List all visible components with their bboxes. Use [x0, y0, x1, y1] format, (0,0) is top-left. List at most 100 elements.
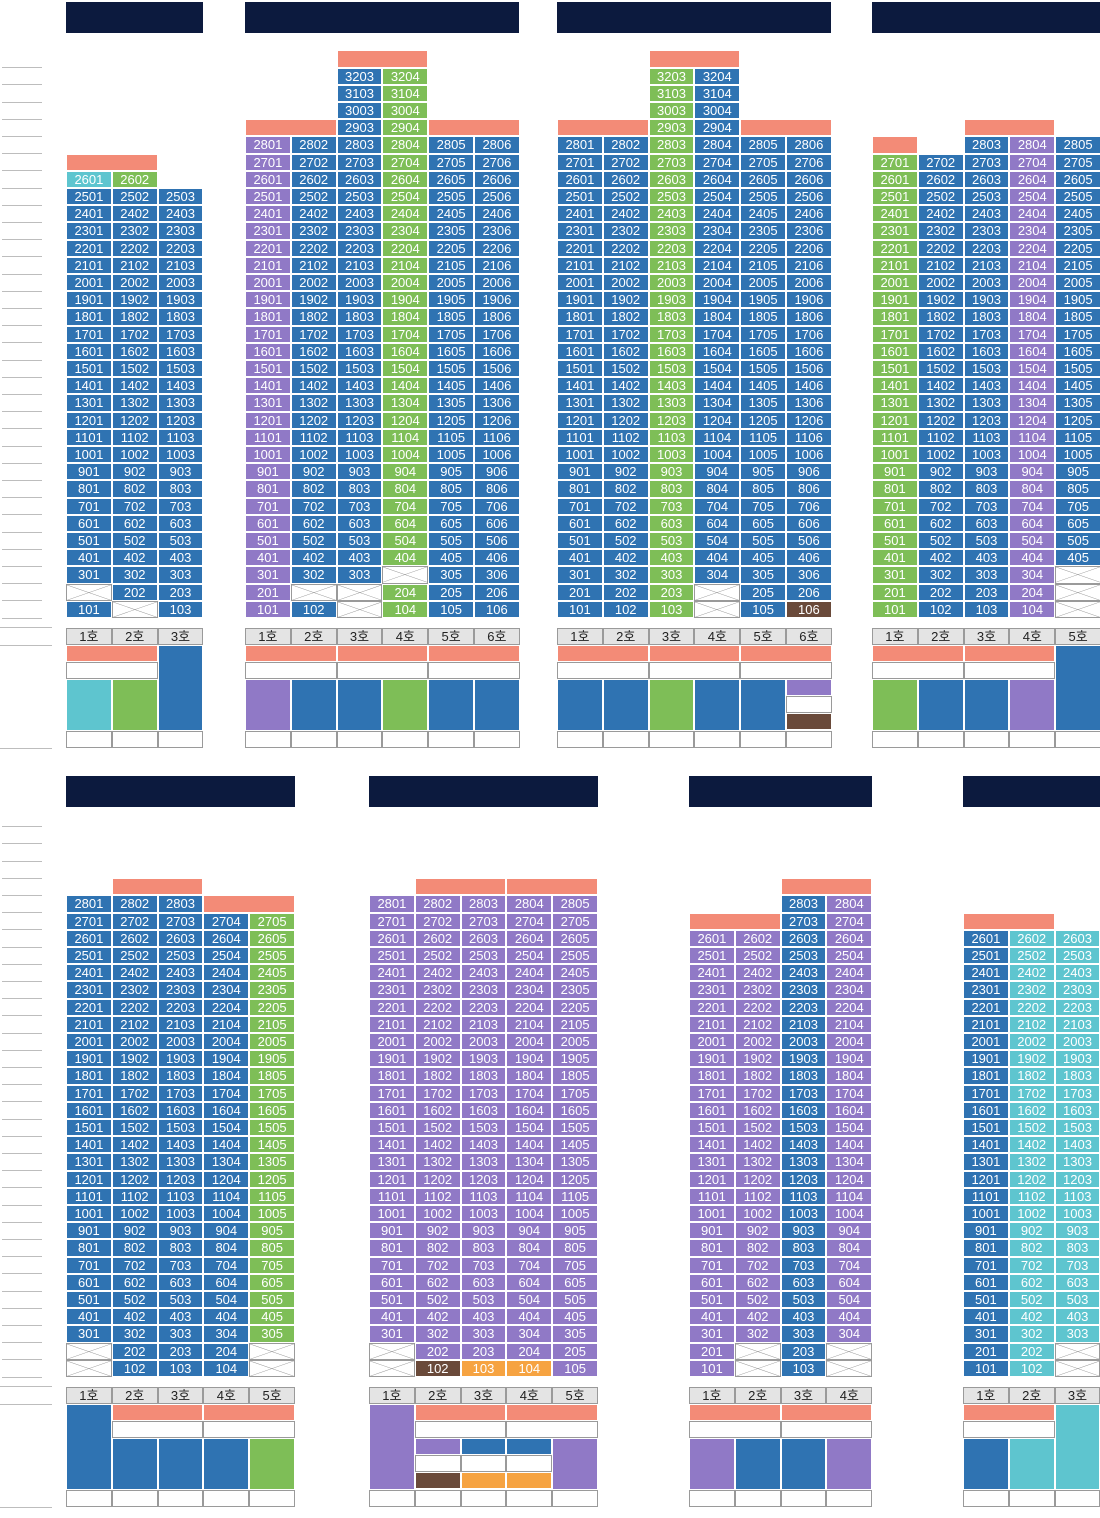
unit-cell: 404	[1009, 549, 1056, 567]
penthouse-cell	[428, 119, 520, 137]
unit-cell: 401	[66, 1308, 112, 1326]
unit-cell: 2101	[369, 1015, 415, 1033]
empty-unit-cell	[694, 600, 741, 618]
unit-cell: 1404	[506, 1136, 553, 1154]
unit-cell: 1002	[290, 446, 337, 464]
unit-cell: 1405	[552, 1136, 598, 1154]
unit-cell: 1805	[740, 308, 786, 326]
unit-cell: 901	[66, 1222, 112, 1240]
unit-cell: 504	[506, 1291, 553, 1309]
unit-cell: 3104	[694, 84, 741, 102]
unit-type-cell	[1009, 679, 1056, 731]
unit-cell: 705	[1055, 497, 1100, 515]
unit-cell: 2603	[963, 170, 1010, 188]
unit-cell: 604	[506, 1273, 553, 1291]
unit-cell: 2303	[963, 222, 1010, 240]
unit-line-label: 6호	[786, 628, 832, 645]
unit-cell: 1603	[336, 342, 383, 360]
unit-cell: 2204	[506, 998, 553, 1016]
unit-cell: 401	[369, 1308, 415, 1326]
unit-cell: 1801	[66, 1067, 112, 1085]
unit-cell: 1004	[1009, 446, 1056, 464]
unit-cell: 802	[111, 1239, 158, 1257]
unit-cell: 1403	[157, 377, 204, 395]
unit-type-cell	[963, 679, 1010, 731]
empty-unit-cell	[382, 566, 429, 584]
unit-cell: 302	[602, 566, 649, 584]
unit-cell: 701	[963, 1256, 1009, 1274]
floor-divider	[2, 428, 42, 430]
penthouse-cell	[557, 119, 649, 137]
floor-label	[8, 1016, 48, 1033]
unit-cell: 202	[414, 1342, 461, 1360]
unit-cell: 904	[203, 1222, 250, 1240]
unit-cell: 804	[382, 480, 429, 498]
row-divider	[0, 1404, 52, 1405]
unit-cell: 2203	[157, 239, 204, 257]
unit-cell: 2403	[1054, 964, 1100, 982]
building-header	[689, 776, 872, 807]
unit-cell: 1203	[157, 411, 204, 429]
unit-cell: 103	[648, 600, 695, 618]
unit-cell: 1005	[1055, 446, 1100, 464]
unit-cell: 205	[552, 1342, 598, 1360]
unit-cell: 1703	[648, 325, 695, 343]
unit-line-label: 4호	[382, 628, 429, 645]
unit-cell: 2001	[689, 1033, 735, 1051]
penthouse-cell	[336, 50, 429, 68]
unit-cell: 2605	[552, 929, 598, 947]
unit-cell: 1101	[689, 1187, 735, 1205]
unit-cell: 1301	[369, 1153, 415, 1171]
building-header	[557, 2, 831, 33]
unit-cell: 903	[460, 1222, 507, 1240]
building-header	[66, 776, 295, 807]
unit-type-cell	[506, 1438, 553, 1455]
floor-divider	[2, 826, 42, 828]
unit-cell: 805	[249, 1239, 295, 1257]
unit-cell: 2702	[111, 912, 158, 930]
unit-cell: 2103	[780, 1015, 827, 1033]
unit-cell: 1902	[917, 291, 964, 309]
row-label-ho	[14, 628, 54, 645]
unit-type-cell	[111, 1438, 158, 1490]
unit-cell: 803	[460, 1239, 507, 1257]
unit-cell: 1906	[786, 291, 832, 309]
type-name-cell	[66, 645, 158, 662]
unit-cell: 2104	[826, 1015, 873, 1033]
unit-cell: 2704	[382, 153, 429, 171]
floor-label	[8, 480, 48, 497]
unit-cell: 305	[249, 1325, 295, 1343]
unit-cell: 2301	[557, 222, 603, 240]
unit-cell: 2003	[460, 1033, 507, 1051]
unit-cell: 2202	[602, 239, 649, 257]
unit-cell: 201	[557, 583, 603, 601]
unit-cell: 1503	[780, 1119, 827, 1137]
unit-cell: 2702	[290, 153, 337, 171]
floor-divider	[2, 325, 42, 327]
unit-cell: 3004	[694, 102, 741, 120]
unit-cell: 502	[734, 1291, 781, 1309]
unit-cell: 904	[1009, 463, 1056, 481]
unit-cell: 1103	[963, 428, 1010, 446]
unit-cell: 1201	[245, 411, 291, 429]
unit-cell: 2202	[111, 239, 158, 257]
unit-line-label: 1호	[872, 628, 918, 645]
unit-cell: 1905	[249, 1050, 295, 1068]
unit-cell: 1604	[203, 1101, 250, 1119]
unit-cell: 402	[917, 549, 964, 567]
unit-cell: 2904	[694, 119, 741, 137]
unit-cell: 1903	[780, 1050, 827, 1068]
unit-cell: 1101	[245, 428, 291, 446]
unit-cell: 1205	[249, 1170, 295, 1188]
unit-cell: 1102	[734, 1187, 781, 1205]
unit-cell: 1305	[740, 394, 786, 412]
floor-label	[8, 1360, 48, 1377]
unit-line-label: 2호	[602, 628, 649, 645]
unit-cell: 805	[552, 1239, 598, 1257]
unit-cell: 1506	[786, 360, 832, 378]
unit-cell: 604	[694, 514, 741, 532]
unit-line-label: 5호	[1055, 628, 1100, 645]
unit-line-label: 1호	[66, 628, 112, 645]
floor-divider	[2, 514, 42, 516]
household-count-cell	[734, 1490, 781, 1507]
